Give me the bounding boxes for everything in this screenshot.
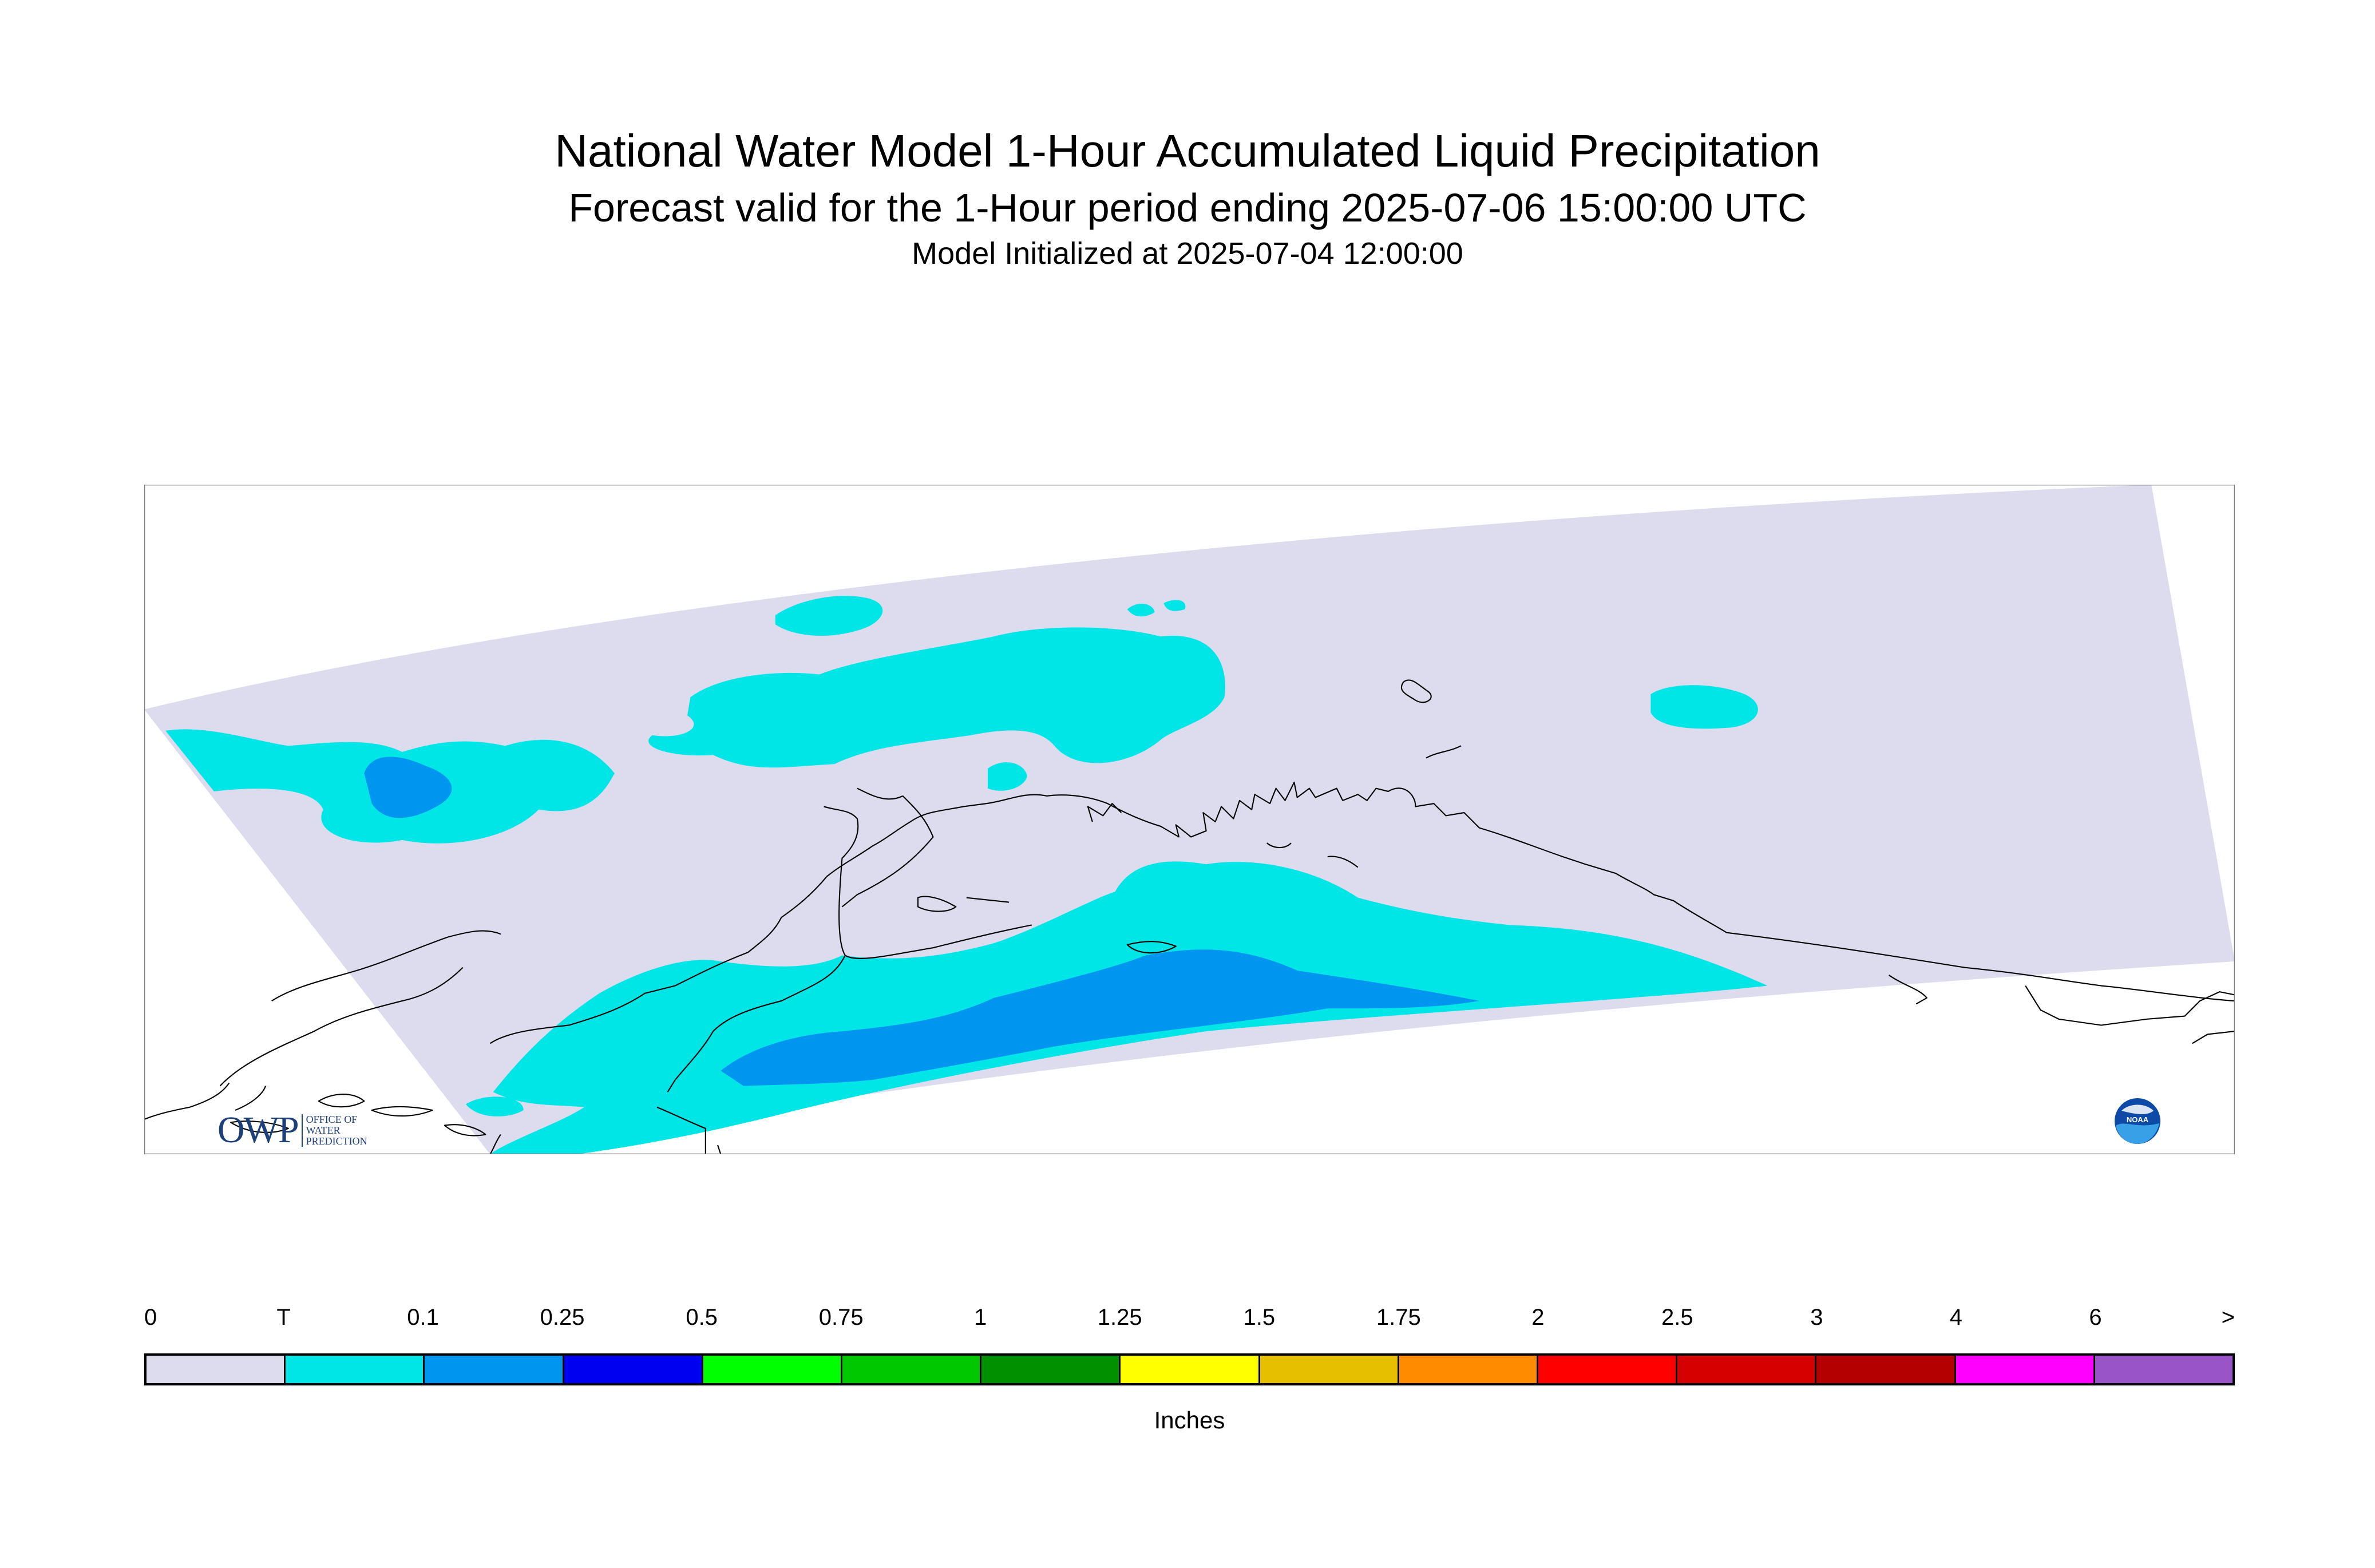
legend-tick-label: 0.1 <box>407 1305 439 1330</box>
owp-logo-letters: OWP <box>217 1109 299 1151</box>
legend-swatch <box>425 1356 564 1383</box>
legend-tick-label: 1.5 <box>1243 1305 1276 1330</box>
legend-swatch <box>2095 1356 2233 1383</box>
legend-tick-label: 2.5 <box>1661 1305 1693 1330</box>
owp-logo-subtitle: OFFICE OF WATER PREDICTION <box>301 1113 367 1147</box>
legend-swatch <box>286 1356 425 1383</box>
map-canvas <box>144 485 2235 1154</box>
legend-swatch <box>703 1356 843 1383</box>
legend-tick-label: 4 <box>1949 1305 1963 1330</box>
owp-logo: OWP OFFICE OF WATER PREDICTION <box>217 1109 367 1151</box>
coastlines <box>144 679 2235 1154</box>
legend-tick-label: 2 <box>1531 1305 1545 1330</box>
owp-logo-line-2: WATER <box>306 1124 341 1136</box>
precipitation-map <box>144 485 2235 1154</box>
legend-color-bar <box>144 1353 2235 1385</box>
precip-0-1-areas <box>364 757 1479 1086</box>
legend-swatch <box>1260 1356 1399 1383</box>
forecast-valid-subtitle: Forecast valid for the 1-Hour period end… <box>568 185 1807 230</box>
legend-units: Inches <box>1154 1407 1225 1434</box>
legend-tick-label: 0.75 <box>818 1305 864 1330</box>
legend-tick-label: 1 <box>974 1305 987 1330</box>
owp-logo-line-1: OFFICE OF <box>306 1113 358 1125</box>
legend-tick-label: 0.25 <box>540 1305 585 1330</box>
legend-tick-label: 1.25 <box>1097 1305 1142 1330</box>
legend-swatch <box>981 1356 1121 1383</box>
map-frame <box>144 485 2235 1154</box>
color-legend: 0 T 0.1 0.25 0.5 0.75 1 1.25 1.5 1.75 2 2.5 3 4 6 > Inc… <box>144 1305 2235 1436</box>
legend-swatch <box>564 1356 703 1383</box>
legend-swatch <box>1399 1356 1539 1383</box>
legend-swatch <box>1677 1356 1817 1383</box>
legend-tick-label: T <box>276 1305 291 1330</box>
legend-tick-label: 6 <box>2089 1305 2102 1330</box>
map-title: National Water Model 1-Hour Accumulated … <box>555 125 1820 176</box>
model-initialized-subtitle: Model Initialized at 2025-07-04 12:00:00 <box>912 236 1463 271</box>
legend-tick-label: 0.5 <box>686 1305 718 1330</box>
legend-tick-label: 0 <box>144 1305 157 1330</box>
legend-tick-label: 1.75 <box>1376 1305 1421 1330</box>
legend-swatch <box>147 1356 286 1383</box>
legend-swatch <box>1121 1356 1260 1383</box>
legend-swatch <box>1816 1356 1956 1383</box>
noaa-logo-text: NOAA <box>2127 1115 2149 1124</box>
noaa-logo: NOAA <box>2115 1098 2160 1144</box>
legend-tick-label: 3 <box>1810 1305 1823 1330</box>
legend-swatch <box>1956 1356 2095 1383</box>
legend-swatch <box>842 1356 982 1383</box>
legend-tick-label: > <box>2221 1305 2235 1330</box>
legend-swatch <box>1538 1356 1678 1383</box>
owp-logo-line-3: PREDICTION <box>306 1135 367 1147</box>
